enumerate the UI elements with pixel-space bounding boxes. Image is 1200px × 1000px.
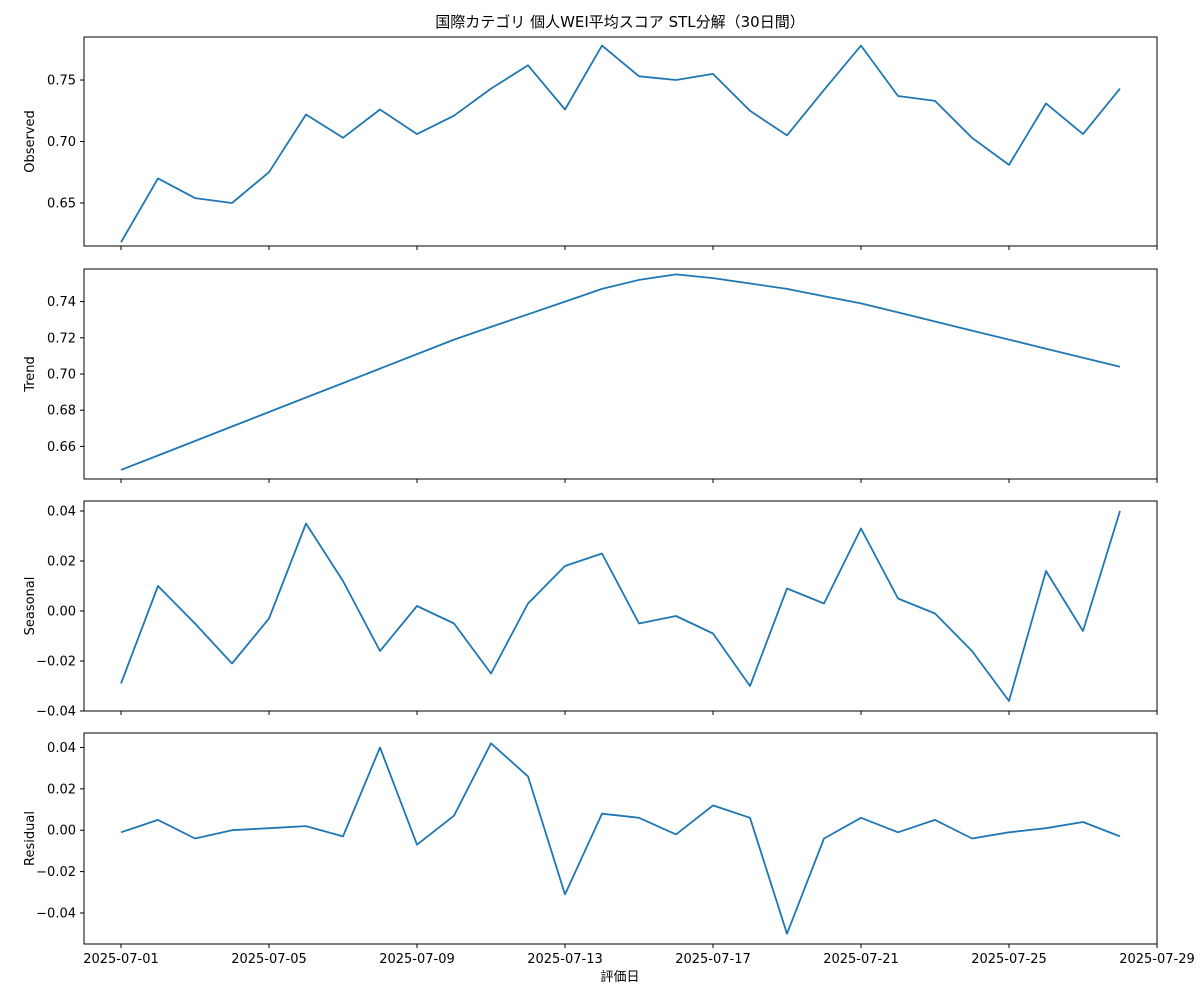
chart-title: 国際カテゴリ 個人WEI平均スコア STL分解（30日間） [435,13,804,31]
y-tick-label: −0.04 [36,705,76,720]
panel-observed: 0.65 0.70 0.75 Observed [23,36,1158,250]
x-tick-label: 2025-07-01 [83,952,159,967]
x-tick-label: 2025-07-17 [675,952,751,967]
y-tick-label: 0.02 [47,782,76,797]
series-line-trend [120,273,1121,471]
x-tick-label: 2025-07-29 [1119,952,1195,967]
x-tick-label: 2025-07-25 [971,952,1047,967]
series-line-observed [120,44,1121,243]
x-axis-label: 評価日 [600,970,639,985]
series-line-residual [120,742,1121,935]
y-tick-label: 0.04 [47,741,76,756]
y-tick-label: 0.70 [47,368,76,383]
y-axis-label: Residual [23,811,38,866]
y-tick-label: 0.02 [47,555,76,570]
plot-frame [83,732,1158,945]
x-tick-labels: 2025-07-01 2025-07-05 2025-07-09 2025-07-13… [83,952,1195,967]
panel-residual: −0.04 −0.02 0.00 0.02 0.04 Residual [23,732,1158,948]
y-axis-label: Trend [23,356,38,393]
x-tick-label: 2025-07-13 [527,952,603,967]
y-tick-label: 0.66 [47,440,76,455]
plot-frame [83,500,1158,712]
series-line-seasonal [120,510,1121,702]
y-tick-label: 0.65 [47,196,76,211]
plot-frame [83,36,1158,247]
plot-frame [83,268,1158,480]
y-tick-label: 0.00 [47,605,76,620]
y-axis-label: Seasonal [23,577,38,636]
x-tick-label: 2025-07-09 [379,952,455,967]
y-axis-label: Observed [23,110,38,173]
y-tick-label: −0.02 [36,655,76,670]
y-tick-label: 0.04 [47,505,76,520]
y-tick-label: 0.68 [47,404,76,419]
y-tick-label: 0.74 [47,295,76,310]
y-tick-label: −0.02 [36,865,76,880]
x-tick-label: 2025-07-05 [231,952,307,967]
panels-group: 0.65 0.70 0.75 Observed 0.66 0.68 0.70 0.72 0.74… [23,36,1158,948]
y-tick-label: 0.00 [47,824,76,839]
x-tick-label: 2025-07-21 [823,952,899,967]
y-tick-label: 0.75 [47,74,76,89]
y-tick-label: −0.04 [36,906,76,921]
panel-seasonal: −0.04 −0.02 0.00 0.02 0.04 Seasonal [23,500,1158,720]
y-tick-label: 0.70 [47,135,76,150]
y-tick-label: 0.72 [47,331,76,346]
panel-trend: 0.66 0.68 0.70 0.72 0.74 Trend [23,268,1158,483]
